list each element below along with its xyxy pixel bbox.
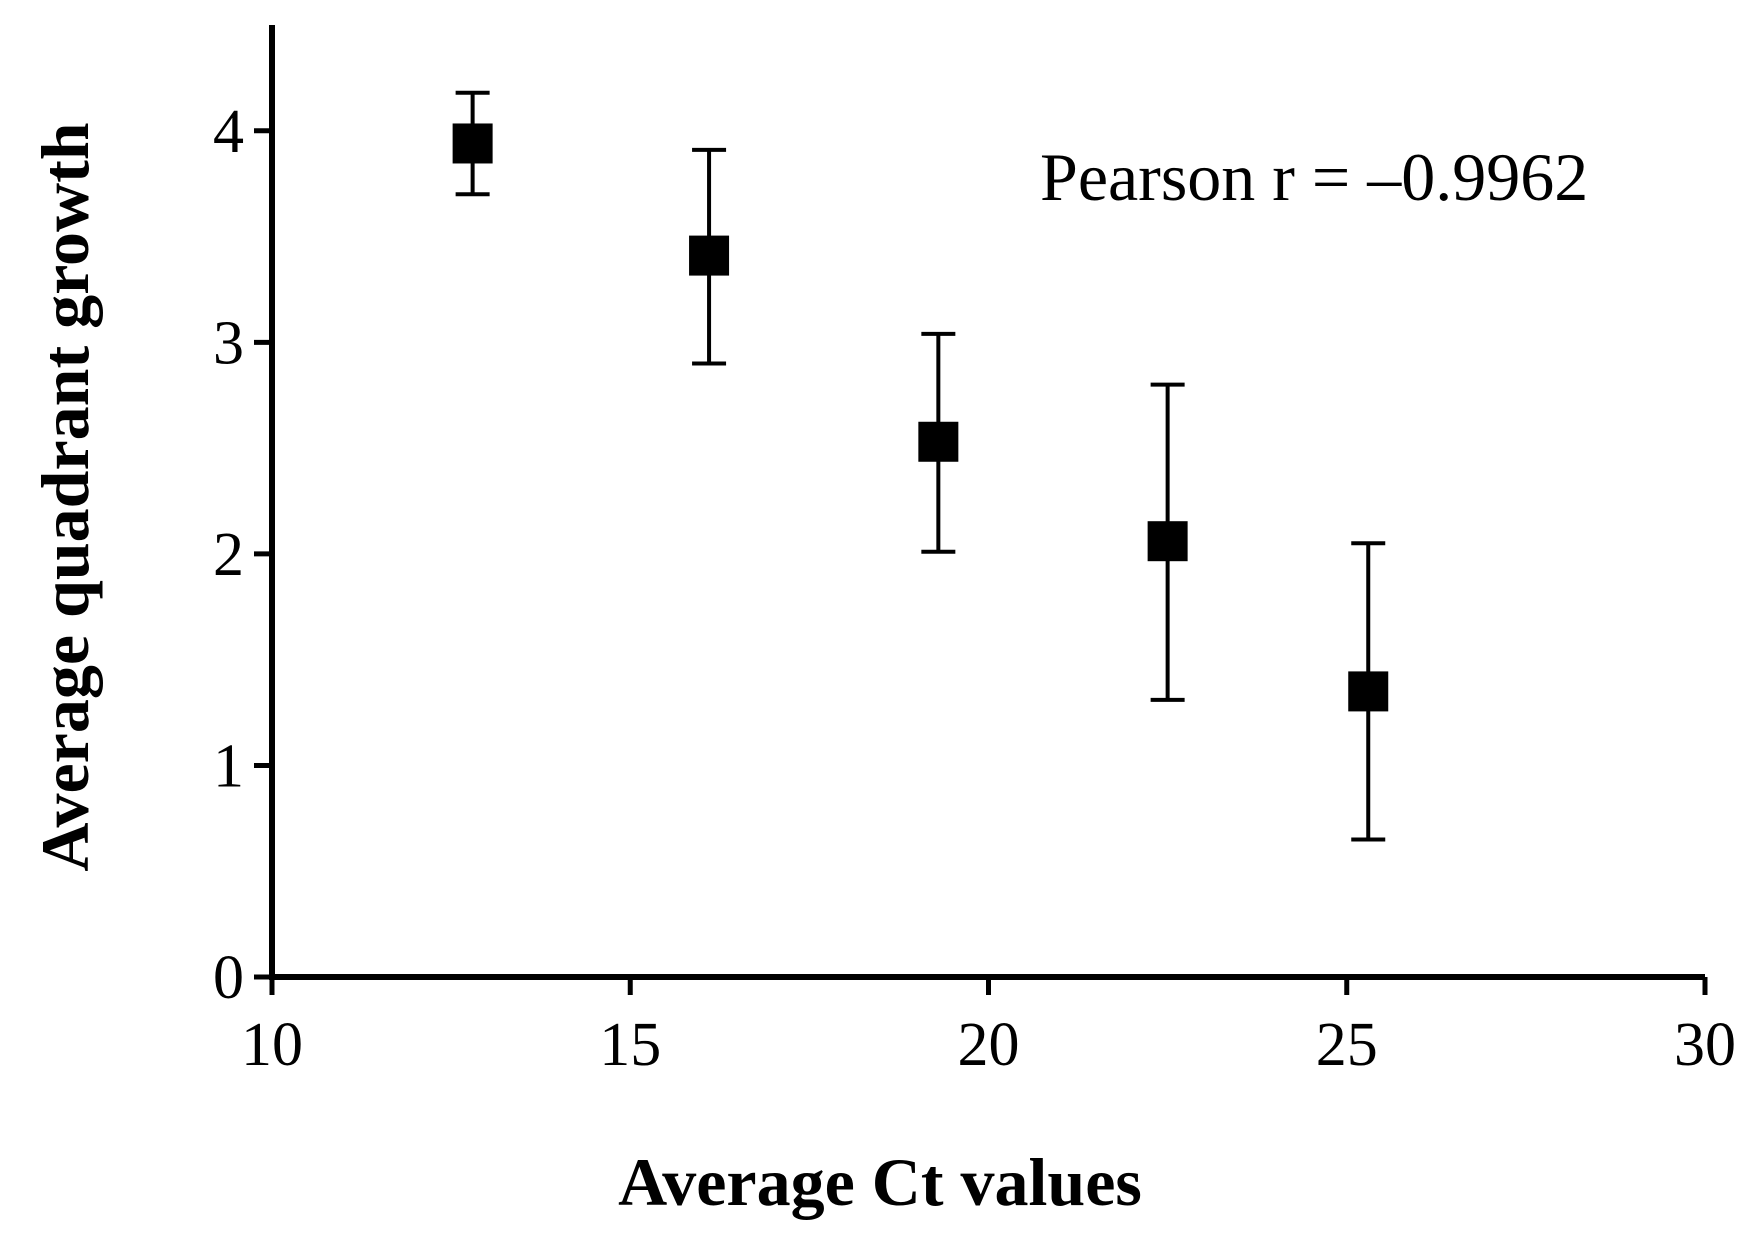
data-point-square (689, 235, 730, 276)
x-axis-ticks: 10 15 20 25 30 (241, 977, 1736, 1079)
data-point-square (452, 123, 493, 164)
y-tick-label: 2 (213, 521, 244, 589)
y-axis-ticks: 0 1 2 3 4 (213, 98, 272, 1012)
data-points (452, 90, 1389, 842)
x-tick-label: 30 (1674, 1011, 1736, 1079)
x-tick-label: 20 (958, 1011, 1020, 1079)
y-tick-label: 3 (213, 309, 244, 377)
y-tick-label: 4 (213, 98, 244, 166)
data-point-square (918, 421, 959, 462)
y-axis-title: Average quadrant growth (27, 122, 103, 871)
x-tick-label: 10 (241, 1011, 303, 1079)
data-point-square (1348, 671, 1389, 712)
x-tick-label: 25 (1316, 1011, 1378, 1079)
x-tick-label: 15 (599, 1011, 661, 1079)
x-axis-title: Average Ct values (618, 1144, 1142, 1220)
pearson-annotation: Pearson r = –0.9962 (1040, 139, 1588, 215)
y-tick-label: 1 (213, 732, 244, 800)
y-tick-label: 0 (213, 944, 244, 1012)
data-point-square (1147, 521, 1188, 562)
